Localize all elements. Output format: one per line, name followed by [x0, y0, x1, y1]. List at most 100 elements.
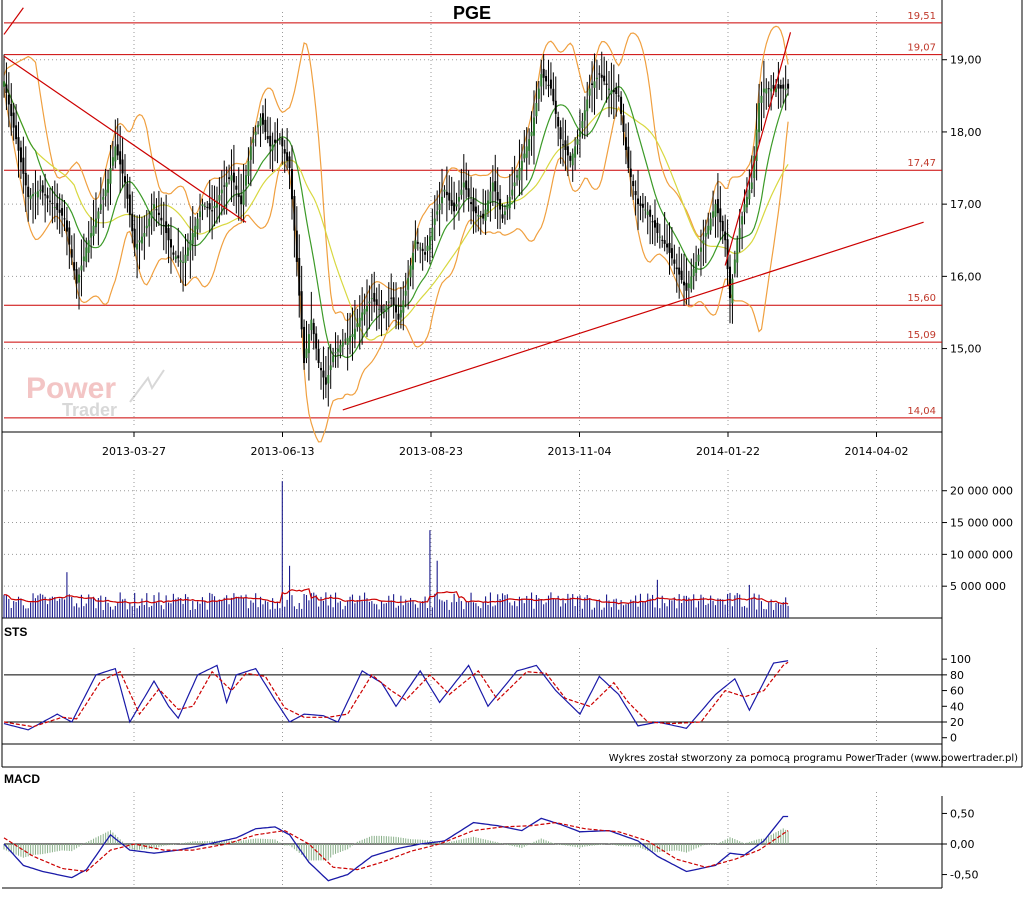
- candle-body: [53, 207, 56, 209]
- candle-body: [445, 191, 448, 196]
- candle-body: [460, 189, 463, 195]
- candle-body: [574, 146, 577, 158]
- powertrader-watermark: Power Trader: [26, 369, 165, 420]
- candle-body: [90, 233, 93, 238]
- candle-body: [777, 84, 780, 89]
- candle-body: [731, 278, 734, 304]
- candle-body: [169, 239, 172, 248]
- candle-body: [457, 196, 460, 202]
- candle-body: [704, 233, 707, 237]
- candle-body: [29, 195, 32, 199]
- candle-body: [295, 230, 298, 262]
- candle-body: [186, 247, 189, 256]
- candle-body: [124, 176, 126, 183]
- chart-title: PGE: [453, 3, 491, 23]
- price-x-label: 2013-03-27: [102, 445, 166, 458]
- candle-body: [165, 221, 168, 234]
- price-y-label: 17,00: [950, 198, 982, 211]
- candle-body: [663, 240, 666, 244]
- candle-body: [392, 297, 395, 306]
- candle-body: [397, 313, 400, 320]
- candle-body: [382, 308, 385, 310]
- candle-body: [80, 265, 83, 271]
- candle-body: [235, 185, 238, 190]
- candle-body: [160, 217, 163, 221]
- candle-body: [714, 204, 717, 217]
- candle-body: [683, 281, 686, 286]
- candle-body: [453, 202, 456, 212]
- candle-body: [63, 218, 66, 220]
- candle-body: [692, 269, 695, 277]
- candle-body: [441, 196, 444, 204]
- candle-body: [332, 355, 335, 363]
- price-y-label: 16,00: [950, 270, 982, 283]
- candle-body: [17, 137, 20, 151]
- candle-body: [639, 203, 642, 206]
- candle-body: [356, 323, 359, 328]
- price-trendlines: [3, 7, 924, 411]
- candle-body: [721, 220, 724, 232]
- candle-body: [378, 308, 381, 310]
- candle-body: [760, 95, 763, 103]
- candle-body: [269, 135, 272, 147]
- candle-body: [479, 215, 482, 217]
- candle-body: [774, 88, 777, 93]
- candle-body: [94, 218, 97, 228]
- candle-body: [535, 103, 538, 117]
- macd-grid: [2, 792, 943, 889]
- candle-body: [247, 160, 250, 176]
- candle-body: [44, 194, 47, 196]
- price-y-label: 15,00: [950, 343, 982, 356]
- candle-body: [361, 312, 364, 321]
- volume-y-label: 5 000 000: [950, 580, 1006, 593]
- candle-body: [373, 292, 376, 302]
- candle-body: [97, 211, 100, 219]
- candle-body: [467, 188, 470, 197]
- candle-body: [208, 203, 211, 210]
- candle-body: [390, 297, 393, 299]
- candle-body: [75, 269, 78, 284]
- trendline: [3, 7, 24, 35]
- trendline: [342, 221, 924, 411]
- candle-body: [741, 216, 744, 225]
- macd-panel-label: MACD: [4, 772, 40, 786]
- sts-y-label: 60: [950, 685, 964, 698]
- candle-body: [477, 214, 480, 217]
- candle-body: [358, 317, 361, 327]
- candle-body: [327, 375, 330, 384]
- candle-body: [283, 149, 286, 154]
- candle-body: [712, 211, 715, 218]
- candle-body: [436, 211, 439, 215]
- candle-body: [191, 233, 194, 245]
- candle-body: [167, 228, 170, 241]
- candle-body: [501, 214, 504, 219]
- sts-y-label: 40: [950, 700, 964, 713]
- candle-body: [407, 278, 410, 290]
- candle-body: [537, 88, 540, 99]
- candle-body: [578, 131, 581, 137]
- candle-body: [591, 83, 594, 85]
- candle-body: [232, 172, 235, 183]
- candle-body: [482, 213, 485, 219]
- candle-body: [346, 337, 349, 345]
- candle-body: [586, 99, 589, 112]
- candle-body: [368, 301, 371, 304]
- candle-body: [336, 348, 339, 352]
- candle-body: [431, 227, 434, 240]
- candle-body: [363, 308, 366, 315]
- price-grid: [2, 12, 943, 433]
- candle-body: [307, 334, 310, 354]
- candle-body: [656, 222, 659, 234]
- candle-body: [395, 304, 398, 313]
- candle-body: [298, 257, 301, 296]
- candle-body: [300, 291, 303, 330]
- candle-body: [211, 210, 214, 212]
- candle-body: [317, 348, 320, 364]
- candle-body: [230, 175, 233, 181]
- candle-body: [525, 146, 528, 158]
- candle-body: [242, 189, 245, 205]
- candle-body: [126, 183, 129, 199]
- candle-body: [424, 252, 427, 255]
- candle-body: [46, 195, 49, 199]
- candle-body: [281, 137, 284, 147]
